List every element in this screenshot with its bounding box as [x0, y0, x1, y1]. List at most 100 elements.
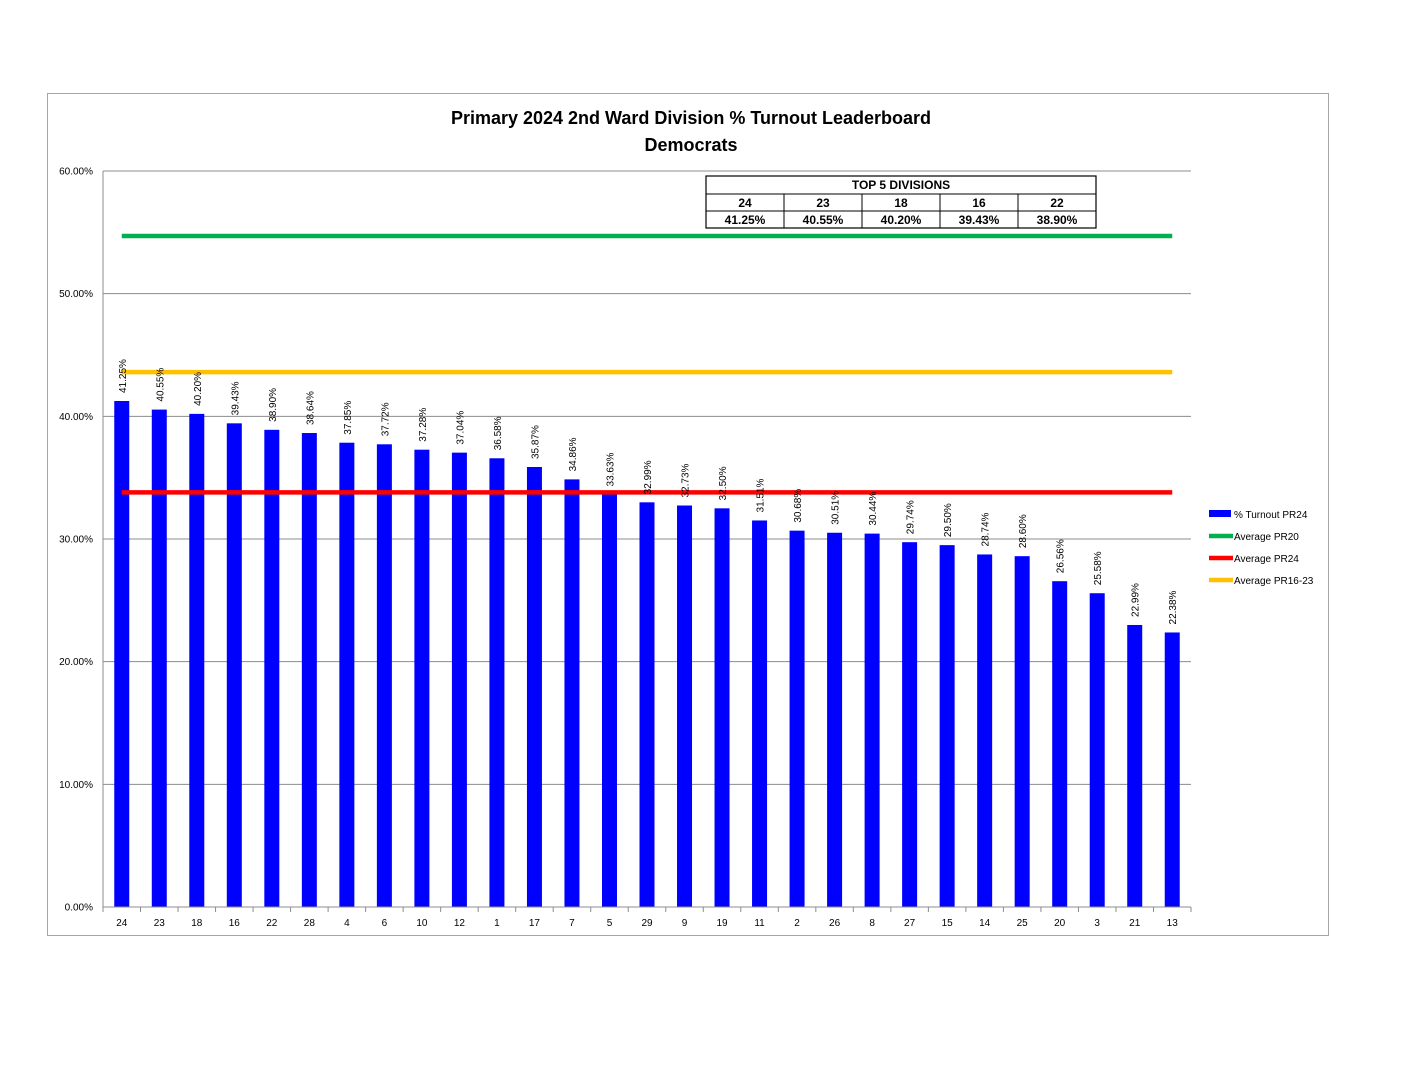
y-tick-label: 20.00%: [59, 657, 93, 668]
axis-layer: 0.00% 10.00% 20.00% 30.00% 40.00% 50.00% 60.00…: [59, 167, 1192, 929]
bar-8: [864, 533, 880, 907]
legend-label: Average PR24: [1234, 554, 1299, 565]
x-tick-label: 22: [266, 918, 278, 929]
data-label: 41.25%: [118, 359, 129, 393]
bar-4: [339, 442, 355, 907]
bar-13: [1164, 632, 1180, 907]
x-tick-label: 14: [979, 918, 991, 929]
data-label: 37.85%: [343, 401, 354, 435]
bar-11: [752, 520, 768, 907]
x-tick-label: 10: [416, 918, 428, 929]
bar-26: [827, 532, 843, 907]
x-tick-label: 19: [716, 918, 728, 929]
chart-frame: Primary 2024 2nd Ward Division % Turnout…: [47, 93, 1329, 936]
top5-value: 40.20%: [881, 213, 922, 227]
average-lines-layer: [121, 233, 1173, 495]
data-label: 40.20%: [193, 372, 204, 406]
y-tick-label: 50.00%: [59, 289, 93, 300]
bar-5: [601, 494, 617, 907]
top5-division: 16: [972, 196, 986, 210]
y-tick-label: 60.00%: [59, 167, 93, 178]
bar-21: [1127, 624, 1143, 907]
bar-12: [451, 452, 467, 907]
x-tick-label: 7: [569, 918, 575, 929]
bars-layer: [114, 401, 1180, 907]
x-tick-label: 29: [641, 918, 653, 929]
legend-label: Average PR20: [1234, 532, 1299, 543]
data-label: 31.51%: [756, 478, 767, 512]
x-tick-label: 1: [494, 918, 500, 929]
data-labels-layer: 41.25% 40.55% 40.20% 39.43% 38.90% 38.64% 37.8…: [118, 359, 1179, 624]
data-label: 38.90%: [268, 388, 279, 422]
x-tick-label: 5: [607, 918, 613, 929]
data-label: 37.28%: [418, 408, 429, 442]
data-label: 30.51%: [831, 491, 842, 525]
x-tick-label: 2: [794, 918, 800, 929]
top5-division: 23: [816, 196, 830, 210]
top5-division: 24: [738, 196, 752, 210]
bar-14: [977, 554, 993, 907]
top5-border: [705, 175, 1097, 229]
data-label: 28.60%: [1018, 514, 1029, 548]
x-tick-label: 26: [829, 918, 841, 929]
data-label: 40.55%: [155, 368, 166, 402]
legend: % Turnout PR24 Average PR20 Average PR24 Av…: [1209, 510, 1314, 587]
data-label: 38.64%: [305, 391, 316, 425]
x-tick-label: 16: [229, 918, 241, 929]
legend-swatch: [1209, 510, 1231, 517]
x-tick-label: 20: [1054, 918, 1066, 929]
x-tick-label: 8: [869, 918, 875, 929]
bar-3: [1089, 593, 1105, 907]
x-tick-label: 9: [682, 918, 688, 929]
data-label: 32.73%: [681, 463, 692, 497]
x-tick-label: 3: [1094, 918, 1100, 929]
data-label: 26.56%: [1056, 539, 1067, 573]
bar-24: [114, 401, 130, 907]
legend-label: Average PR16-23: [1234, 576, 1314, 587]
top5-value: 38.90%: [1037, 213, 1078, 227]
bar-29: [639, 502, 655, 907]
chart-subtitle: Democrats: [644, 135, 737, 155]
legend-label: % Turnout PR24: [1234, 510, 1308, 521]
x-tick-label: 15: [942, 918, 954, 929]
bar-10: [414, 449, 430, 907]
x-tick-label: 12: [454, 918, 466, 929]
top5-division: 18: [894, 196, 908, 210]
bar-18: [189, 413, 205, 907]
x-tick-label: 28: [304, 918, 316, 929]
x-tick-label: 25: [1017, 918, 1029, 929]
x-tick-label: 11: [754, 918, 765, 929]
y-tick-label: 40.00%: [59, 412, 93, 423]
data-label: 30.44%: [868, 492, 879, 526]
data-label: 33.63%: [605, 452, 616, 486]
bar-22: [264, 429, 280, 907]
bar-23: [151, 409, 167, 907]
data-label: 22.38%: [1168, 590, 1179, 624]
bar-9: [677, 505, 693, 907]
chart-title: Primary 2024 2nd Ward Division % Turnout…: [451, 108, 931, 128]
data-label: 25.58%: [1093, 551, 1104, 585]
bar-19: [714, 508, 730, 907]
bar-25: [1014, 556, 1030, 907]
bar-27: [902, 542, 918, 907]
x-tick-label: 23: [154, 918, 166, 929]
data-label: 29.74%: [906, 500, 917, 534]
bar-16: [226, 423, 242, 907]
bar-6: [376, 444, 392, 907]
top5-value: 39.43%: [959, 213, 1000, 227]
top5-value: 41.25%: [725, 213, 766, 227]
data-label: 35.87%: [530, 425, 541, 459]
x-tick-label: 27: [904, 918, 916, 929]
bar-28: [301, 433, 317, 907]
x-tick-label: 17: [529, 918, 541, 929]
data-label: 28.74%: [981, 512, 992, 546]
top5-table: TOP 5 DIVISIONS 24 41.25% 23 40.55% 18 40.20% 1…: [705, 175, 1097, 229]
y-tick-label: 0.00%: [65, 903, 93, 914]
data-label: 29.50%: [943, 503, 954, 537]
bar-2: [789, 530, 805, 907]
top5-title: TOP 5 DIVISIONS: [852, 178, 950, 192]
x-tick-label: 24: [116, 918, 128, 929]
x-tick-label: 6: [382, 918, 388, 929]
data-label: 37.72%: [380, 402, 391, 436]
data-label: 39.43%: [230, 381, 241, 415]
